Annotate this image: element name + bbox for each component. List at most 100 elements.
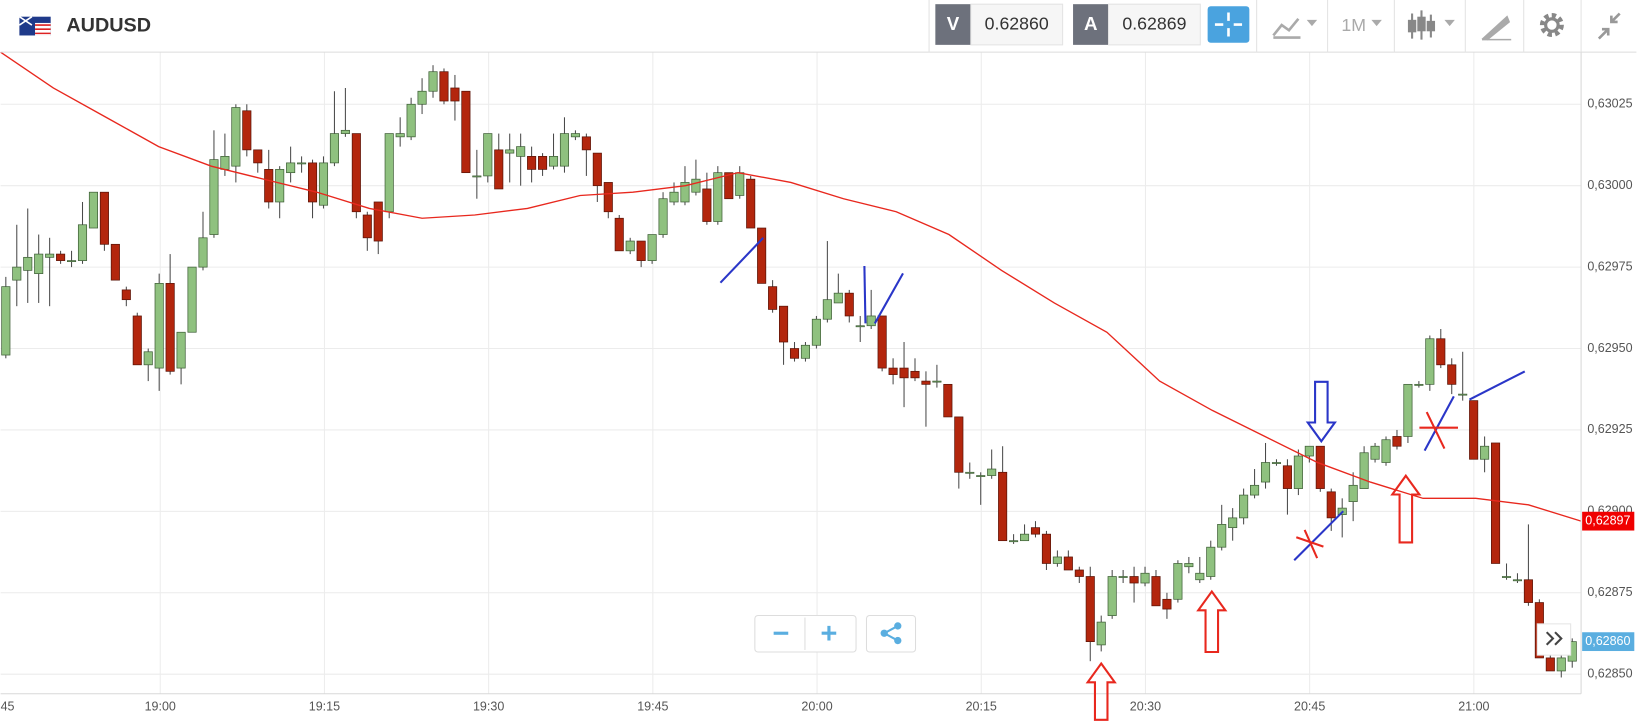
candle-body [1030, 527, 1041, 535]
candle-body [1545, 657, 1555, 672]
share-icon [894, 622, 902, 630]
candle-body [1480, 445, 1490, 460]
candle-body [1206, 546, 1216, 577]
candle-body [1414, 383, 1424, 386]
candle-body [428, 71, 438, 92]
ask-label: A [1084, 13, 1098, 34]
candle-body [67, 260, 77, 263]
candle-body [209, 159, 219, 235]
trend-line [863, 266, 867, 324]
candle-body [1260, 462, 1271, 483]
candle-body [395, 133, 405, 138]
share-button[interactable] [865, 614, 917, 653]
candle-body [855, 325, 865, 328]
candle-body [88, 191, 98, 229]
candle-body [559, 133, 570, 167]
candle-body [910, 370, 920, 379]
moving-average [0, 51, 1582, 522]
x-tick-label: 45 [1, 700, 15, 714]
candle-body [1315, 445, 1325, 489]
candle-body [1271, 462, 1282, 464]
y-tick-label: 0,63000 [1587, 178, 1632, 192]
candle-body [713, 172, 723, 222]
candle-body [921, 380, 931, 385]
candle-body [768, 286, 778, 310]
candle-body [1009, 540, 1019, 543]
candle-body [548, 156, 559, 167]
candle-body [1326, 491, 1336, 519]
candle-body [1217, 524, 1227, 548]
candle-body [494, 149, 504, 190]
grid-layer [0, 52, 1582, 694]
draw-button[interactable] [1481, 15, 1512, 41]
header [0, 0, 1637, 53]
candle-body [264, 169, 274, 203]
candle-body [187, 266, 197, 333]
candle-body [1239, 494, 1249, 519]
bid-label: V [947, 13, 960, 34]
price-tag [1582, 511, 1635, 531]
candle-body [702, 188, 712, 222]
candle-body [307, 162, 318, 203]
candle-body [417, 90, 427, 105]
crosshair-icon [1214, 12, 1243, 37]
candle-body [669, 191, 679, 203]
candle-body [1041, 533, 1051, 564]
candle-body [1052, 556, 1062, 564]
timeframe-button[interactable]: 1M [1341, 15, 1366, 35]
candle-body [472, 175, 482, 178]
candle-body [329, 133, 339, 164]
candle-body [318, 162, 329, 206]
candle-body [143, 351, 153, 366]
dropdown-icon [1306, 19, 1318, 27]
flag [35, 24, 51, 35]
candle-body [121, 289, 131, 301]
candle-body [77, 224, 88, 261]
ask-box[interactable] [1107, 3, 1201, 46]
dropdown-icon [1371, 19, 1382, 27]
candle-body [757, 227, 767, 284]
trend-line [1423, 395, 1455, 452]
candle-body [822, 299, 832, 320]
candle-body [987, 468, 997, 476]
candle-body [505, 149, 515, 154]
candle-body [1304, 445, 1314, 457]
candle-body [1392, 436, 1402, 447]
candle-body [1403, 383, 1413, 437]
x-tick-label: 20:00 [801, 700, 832, 714]
indicators-button[interactable] [1272, 17, 1301, 39]
crosshair-button[interactable] [1207, 6, 1250, 43]
scroll-right-button[interactable] [1536, 623, 1572, 656]
collapse-button[interactable] [1597, 12, 1621, 40]
candle-body [724, 172, 734, 200]
candle-body [1228, 517, 1238, 529]
cross-mark [1303, 529, 1319, 559]
flag [18, 16, 33, 26]
candle-body [1381, 439, 1391, 463]
candle-body [340, 129, 350, 134]
candle-body [1019, 533, 1030, 542]
trend-line [873, 272, 904, 324]
ask-price: 0.62869 [1122, 14, 1186, 34]
candle-body [647, 234, 657, 261]
arrow-up [1196, 589, 1228, 654]
candle-body [198, 237, 208, 268]
settings-button[interactable] [1539, 13, 1564, 38]
candle-body [888, 367, 898, 375]
candle-body [34, 253, 44, 274]
y-tick-label: 0,62875 [1587, 585, 1632, 599]
share-icon [894, 636, 902, 645]
candle-body [1501, 576, 1512, 578]
candle-body [965, 471, 975, 474]
candle-body [1348, 484, 1358, 502]
candle-body [1469, 400, 1479, 460]
share-icon [880, 629, 888, 637]
candle-body [614, 217, 624, 252]
cross-mark [1425, 411, 1446, 450]
y-tick-label: 0,62925 [1587, 422, 1632, 436]
zoom-in-button[interactable] [821, 625, 837, 641]
bid-box[interactable] [970, 3, 1064, 46]
candle-body [998, 471, 1008, 542]
candle-body [1063, 556, 1073, 571]
